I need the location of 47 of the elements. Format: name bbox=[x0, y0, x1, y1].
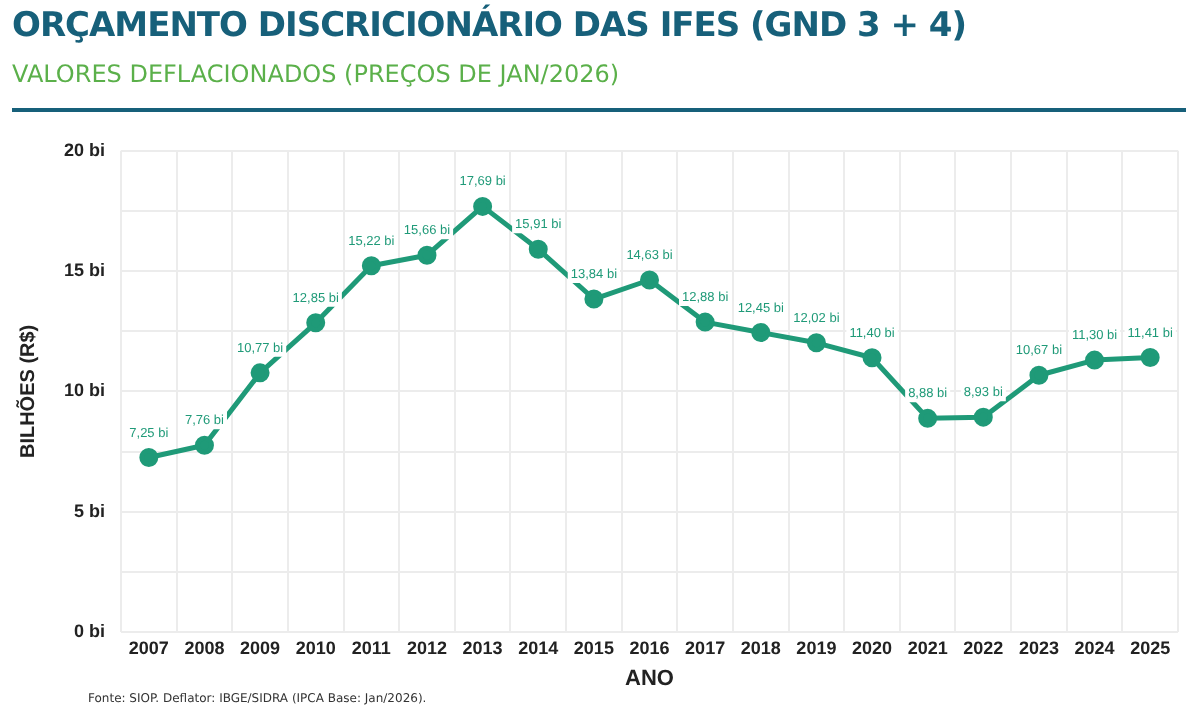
x-tick-label: 2018 bbox=[740, 637, 781, 658]
point bbox=[1029, 365, 1049, 385]
point bbox=[806, 333, 826, 353]
x-tick-label: 2011 bbox=[351, 637, 391, 658]
x-tick-label: 2024 bbox=[1074, 637, 1115, 658]
point bbox=[473, 196, 493, 216]
x-tick-label: 2009 bbox=[240, 637, 281, 658]
x-tick-label: 2023 bbox=[1018, 637, 1059, 658]
x-tick-label: 2013 bbox=[462, 637, 503, 658]
point bbox=[695, 312, 715, 332]
x-tick-label: 2025 bbox=[1130, 637, 1171, 658]
y-tick-label: 20 bi bbox=[63, 139, 106, 160]
chart-subtitle: VALORES DEFLACIONADOS (PREÇOS DE JAN/2026) bbox=[12, 60, 620, 88]
x-tick-label: 2008 bbox=[184, 637, 225, 658]
y-tick-label: 5 bi bbox=[73, 500, 106, 521]
point bbox=[361, 256, 381, 276]
x-tick-label: 2021 bbox=[907, 637, 948, 658]
x-tick-label: 2010 bbox=[295, 637, 336, 658]
x-tick-label: 2012 bbox=[406, 637, 448, 658]
y-tick-label: 10 bi bbox=[63, 380, 106, 401]
point bbox=[194, 435, 214, 455]
chart-title: ORÇAMENTO DISCRICIONÁRIO DAS IFES (GND 3 + 4) bbox=[12, 6, 967, 46]
point bbox=[306, 313, 326, 333]
y-tick-label: 0 bi bbox=[73, 620, 106, 641]
point bbox=[417, 245, 437, 265]
y-tick-label: 15 bi bbox=[63, 260, 106, 281]
x-tick-label: 2022 bbox=[963, 637, 1004, 658]
point bbox=[250, 363, 270, 383]
point bbox=[973, 407, 993, 427]
point bbox=[584, 289, 604, 309]
x-tick-label: 2016 bbox=[629, 637, 670, 658]
point bbox=[751, 322, 771, 342]
x-tick-label: 2015 bbox=[573, 637, 614, 658]
point bbox=[528, 239, 548, 259]
x-tick-label: 2007 bbox=[128, 637, 169, 658]
x-tick-label: 2017 bbox=[685, 637, 726, 658]
point bbox=[640, 270, 660, 290]
point bbox=[139, 448, 159, 468]
point bbox=[862, 348, 882, 368]
x-tick-label: 2020 bbox=[852, 637, 893, 658]
x-tick-label: 2014 bbox=[518, 637, 559, 658]
x-axis-title: ANO bbox=[625, 666, 675, 691]
y-axis-title: BILHÕES (R$) bbox=[15, 324, 40, 459]
point bbox=[918, 408, 938, 428]
point bbox=[1140, 347, 1160, 367]
point bbox=[1085, 350, 1105, 370]
x-tick-label: 2019 bbox=[796, 637, 837, 658]
